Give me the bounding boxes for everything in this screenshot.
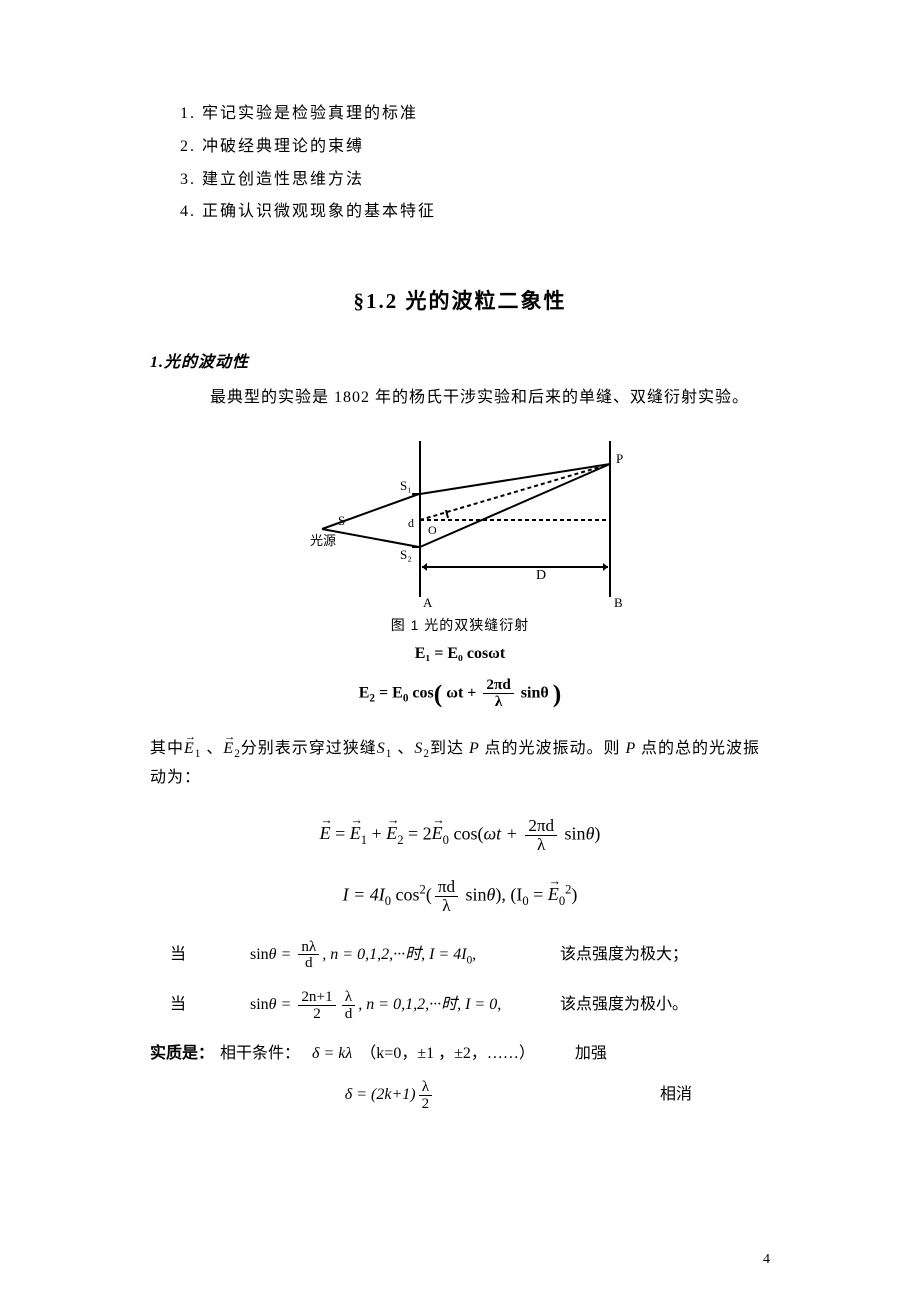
essence-destructive: δ = (2k+1)λ2 相消 [150, 1079, 770, 1112]
sub-heading: 1.光的波动性 [150, 349, 770, 378]
svg-text:B: B [614, 595, 623, 609]
condition-maximum: 当 sinθ = nλd, n = 0,1,2,···时, I = 4I0, 该… [150, 939, 770, 972]
condition-minimum: 当 sinθ = 2n+12λd, n = 0,1,2,···时, I = 0,… [150, 989, 770, 1022]
intro-paragraph: 最典型的实验是 1802 年的杨氏干涉实验和后来的单缝、双缝衍射实验。 [150, 384, 770, 413]
double-slit-diagram: 光源S S₁ S₂ Od P A B D [280, 429, 640, 609]
svg-text:S₂: S₂ [400, 547, 412, 562]
list-item: 1. 牢记实验是检验真理的标准 [150, 100, 770, 129]
svg-text:P: P [616, 451, 623, 466]
figure-caption: 图 1 光的双狭缝衍射 [250, 613, 670, 638]
double-slit-figure: 光源SS₁S₂OdPABD 图 1 光的双狭缝衍射 E₁ = E₀ cosωt … [250, 429, 670, 717]
superposition-equation: E = E1 + E2 = 2E0 cos(ωt + 2πdλ sinθ) [150, 817, 770, 854]
list-item: 3. 建立创造性思维方法 [150, 166, 770, 195]
figure-equation-2: E2 = E0 cos( ωt + 2πdλ sinθ ) [250, 671, 670, 717]
intensity-equation: I = 4I0 cos2(πdλ sinθ), (I0 = E02) [150, 878, 770, 915]
svg-text:d: d [408, 516, 414, 530]
svg-text:S₁: S₁ [400, 478, 412, 493]
list-item: 2. 冲破经典理论的束缚 [150, 133, 770, 162]
list-item: 4. 正确认识微观现象的基本特征 [150, 198, 770, 227]
svg-text:S: S [338, 513, 345, 528]
svg-text:光源: 光源 [310, 533, 336, 548]
body-paragraph: 其中E1 、E2分别表示穿过狭缝S1 、S2到达 P 点的光波振动。则 P 点的… [150, 735, 770, 793]
numbered-list: 1. 牢记实验是检验真理的标准 2. 冲破经典理论的束缚 3. 建立创造性思维方… [150, 100, 770, 227]
svg-text:O: O [428, 523, 437, 537]
page-number: 4 [763, 1247, 770, 1272]
svg-text:A: A [423, 595, 433, 609]
figure-equation-1: E₁ = E₀ cosωt [250, 640, 670, 669]
svg-text:D: D [536, 568, 546, 583]
section-title: §1.2 光的波粒二象性 [150, 283, 770, 321]
essence-constructive: 实质是： 相干条件： δ = kλ （k=0，±1 ，±2，……） 加强 [150, 1040, 770, 1069]
